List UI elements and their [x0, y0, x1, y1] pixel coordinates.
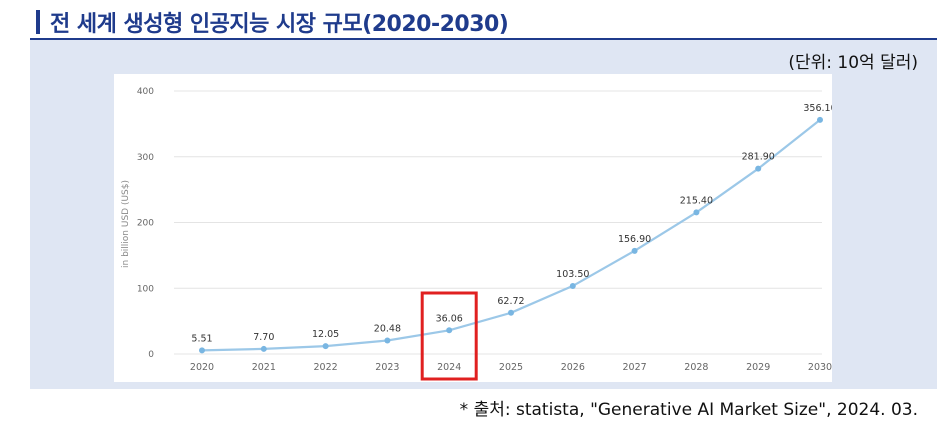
data-point — [260, 345, 267, 352]
data-point — [384, 337, 391, 344]
x-tick-label: 2023 — [375, 362, 399, 373]
title-underline — [30, 38, 937, 40]
data-label: 103.50 — [556, 269, 589, 280]
series-line — [201, 119, 821, 352]
x-tick-label: 2024 — [437, 362, 461, 373]
data-point — [446, 327, 453, 334]
x-tick-label: 2028 — [684, 362, 708, 373]
data-label: 215.40 — [680, 195, 713, 206]
highlight-box-2024 — [420, 291, 478, 381]
source-note: * 출처: statista, "Generative AI Market Si… — [459, 400, 918, 420]
chart-area: 0 100 200 300 400 2020 2021 2022 2023 2024 2025 20… — [114, 74, 837, 382]
title-accent-bar — [36, 10, 40, 34]
data-label: 20.48 — [374, 324, 401, 335]
data-label: 5.51 — [191, 333, 212, 344]
data-label: 36.06 — [436, 313, 463, 324]
y-tick-label: 200 — [137, 219, 154, 229]
x-tick-label: 2027 — [623, 362, 647, 373]
x-tick-label: 2026 — [561, 362, 585, 373]
data-point — [631, 247, 638, 254]
y-tick-label: 0 — [148, 350, 154, 360]
x-tick-label: 2025 — [499, 362, 523, 373]
x-tick-label: 2022 — [314, 362, 338, 373]
data-point — [569, 282, 576, 289]
line-chart: 0 100 200 300 400 2020 2021 2022 2023 2024 2025 20… — [121, 87, 837, 381]
data-label: 356.10 — [803, 103, 832, 114]
data-point — [199, 347, 205, 354]
y-tick-label: 400 — [137, 87, 154, 97]
data-point — [817, 116, 823, 123]
data-label: 7.70 — [253, 332, 274, 343]
data-label: 12.05 — [312, 329, 339, 340]
x-tick-label: 2029 — [746, 362, 770, 373]
y-axis-label: in billion USD (US$) — [121, 180, 131, 268]
x-tick-label: 2030 — [808, 362, 832, 373]
data-point — [755, 165, 762, 172]
data-label: 62.72 — [497, 296, 524, 307]
page-title: 전 세계 생성형 인공지능 시장 규모(2020-2030) — [50, 12, 509, 37]
data-point — [693, 209, 700, 216]
unit-label: (단위: 10억 달러) — [788, 53, 918, 73]
x-tick-label: 2020 — [190, 362, 214, 373]
y-tick-label: 100 — [137, 284, 154, 294]
data-label: 281.90 — [742, 152, 775, 163]
data-point — [322, 343, 329, 350]
data-point — [508, 309, 514, 316]
y-tick-label: 300 — [137, 153, 154, 163]
data-label: 156.90 — [618, 234, 651, 245]
title-bar: 전 세계 생성형 인공지능 시장 규모(2020-2030) — [0, 0, 944, 40]
x-tick-label: 2021 — [252, 362, 276, 373]
